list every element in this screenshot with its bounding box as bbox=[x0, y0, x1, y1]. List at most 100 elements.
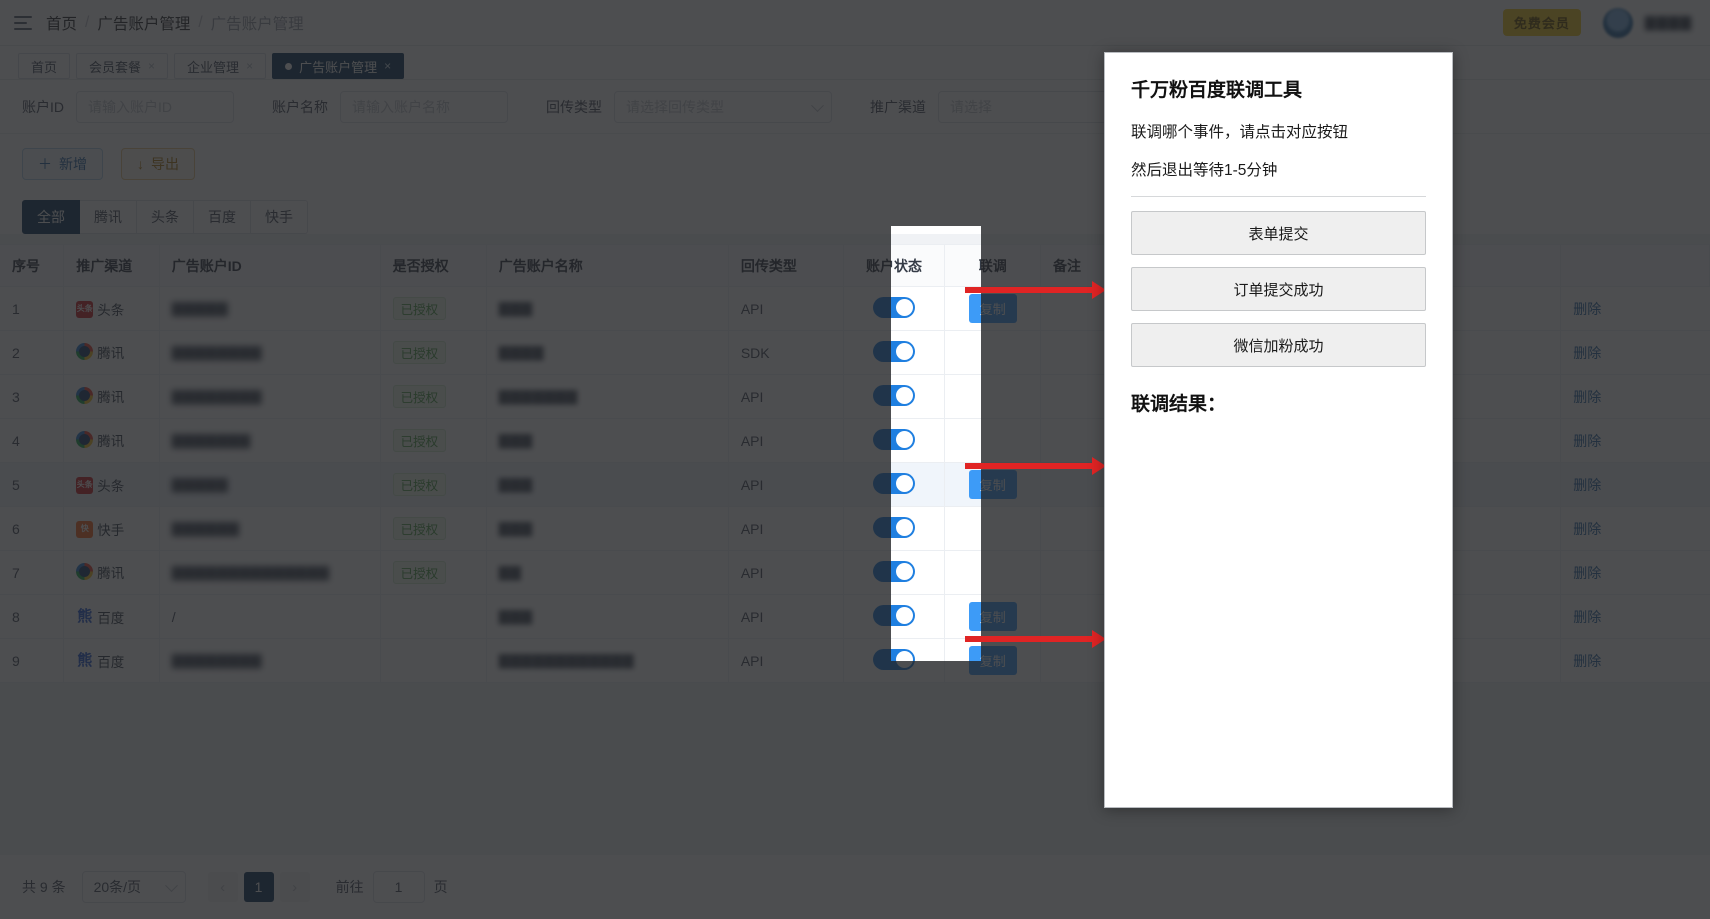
cell-operations: 删除 bbox=[1560, 330, 1710, 375]
cell-index: 2 bbox=[0, 330, 65, 375]
tencent-logo-icon bbox=[76, 563, 94, 581]
delete-link[interactable]: 删除 bbox=[1573, 300, 1602, 317]
cell-callback-type: API bbox=[728, 462, 844, 507]
filter-group-3: 推广渠道 请选择 bbox=[870, 90, 1128, 123]
status-badge-authorized: 已授权 bbox=[392, 517, 447, 540]
table-row[interactable]: 4 腾讯 ▇▇▇▇▇▇▇ 已授权 ▇▇▇ API 删除 bbox=[0, 418, 1710, 463]
cell-account-id: ▇▇▇▇▇▇▇▇ bbox=[159, 330, 381, 375]
cell-liantiao bbox=[944, 374, 1041, 419]
filter-placeholder: 请输入账户名称 bbox=[352, 98, 450, 115]
filter-select-2[interactable]: 请选择回传类型 bbox=[614, 90, 832, 123]
channel-tab-2[interactable]: 头条 bbox=[137, 200, 194, 234]
table-row[interactable]: 9 熊百度 ▇▇▇▇▇▇▇▇ ▇▇▇▇▇▇▇▇▇▇▇▇ API 复制 删除 bbox=[0, 638, 1710, 683]
channel-tab-0[interactable]: 全部 bbox=[22, 200, 80, 234]
channel-tab-3[interactable]: 百度 bbox=[194, 200, 251, 234]
table-row[interactable]: 7 腾讯 ▇▇▇▇▇▇▇▇▇▇▇▇▇▇ 已授权 ▇▇ API 删除 bbox=[0, 550, 1710, 595]
cell-channel: 腾讯 bbox=[63, 374, 160, 419]
cell-callback-type: API bbox=[728, 638, 844, 683]
cell-liantiao: 复制 bbox=[944, 638, 1041, 683]
account-status-toggle[interactable] bbox=[872, 516, 915, 538]
status-badge-authorized: 已授权 bbox=[392, 341, 447, 364]
channel-name: 头条 bbox=[97, 303, 125, 318]
page-tab-3[interactable]: 广告账户管理 × bbox=[272, 53, 405, 79]
copy-button[interactable]: 复制 bbox=[968, 602, 1017, 631]
delete-link[interactable]: 删除 bbox=[1573, 608, 1602, 625]
prev-page-button[interactable]: ‹ bbox=[207, 872, 238, 902]
tool-event-button-1[interactable]: 订单提交成功 bbox=[1131, 267, 1426, 311]
next-page-button[interactable]: › bbox=[279, 872, 310, 902]
filter-select-3[interactable]: 请选择 bbox=[938, 90, 1128, 123]
cell-channel: 快快手 bbox=[63, 506, 160, 551]
cell-index: 6 bbox=[0, 506, 65, 551]
user-menu[interactable]: ▇▇▇▇ bbox=[1602, 7, 1692, 38]
breadcrumb-item-0[interactable]: 首页 bbox=[46, 15, 78, 33]
menu-collapse-icon[interactable] bbox=[14, 15, 32, 30]
page-tab-0[interactable]: 首页 bbox=[18, 53, 71, 79]
cell-callback-type: API bbox=[728, 418, 844, 463]
close-icon[interactable]: × bbox=[384, 59, 392, 73]
table-header-stat: 账户状态 bbox=[843, 244, 946, 287]
table-header-row: 序号 推广渠道 广告账户ID 是否授权 广告账户名称 回传类型 账户状态 联调 备注 bbox=[0, 244, 1710, 287]
channel-tab-1[interactable]: 腾讯 bbox=[80, 200, 137, 234]
account-id-value: ▇▇▇▇▇▇ bbox=[171, 520, 240, 536]
account-status-toggle[interactable] bbox=[872, 472, 915, 494]
tencent-logo-icon bbox=[76, 343, 94, 361]
cell-liantiao: 复制 bbox=[944, 462, 1041, 507]
page-size-select[interactable]: 20条/页 bbox=[81, 871, 186, 903]
action-toolbar: ＋ 新增 ↓ 导出 bbox=[0, 134, 1710, 190]
table-row[interactable]: 1 头条 头条 ▇▇▇▇▇ 已授权 ▇▇▇ API 复制 删除 bbox=[0, 286, 1710, 331]
tool-panel-line-1: 联调哪个事件，请点击对应按钮 bbox=[1131, 124, 1349, 141]
vip-badge[interactable]: 免费会员 bbox=[1502, 9, 1581, 36]
account-status-toggle[interactable] bbox=[872, 560, 915, 582]
tool-event-button-2[interactable]: 微信加粉成功 bbox=[1131, 323, 1426, 367]
table-row[interactable]: 8 熊百度 / ▇▇▇ API 复制 删除 bbox=[0, 594, 1710, 639]
delete-link[interactable]: 删除 bbox=[1573, 476, 1602, 493]
channel-tab-4[interactable]: 快手 bbox=[251, 200, 308, 234]
close-icon[interactable]: × bbox=[148, 59, 156, 73]
filter-input-0[interactable]: 请输入账户ID bbox=[76, 90, 234, 123]
breadcrumb-item-1[interactable]: 广告账户管理 bbox=[97, 15, 191, 33]
account-id-value: ▇▇▇▇▇▇▇▇ bbox=[171, 344, 262, 360]
delete-link[interactable]: 删除 bbox=[1573, 388, 1602, 405]
add-button[interactable]: ＋ 新增 bbox=[22, 148, 103, 180]
account-status-toggle[interactable] bbox=[872, 340, 915, 362]
table-row[interactable]: 6 快快手 ▇▇▇▇▇▇ 已授权 ▇▇▇ API 删除 bbox=[0, 506, 1710, 551]
page-tab-1[interactable]: 会员套餐 × bbox=[76, 53, 169, 79]
account-status-toggle[interactable] bbox=[872, 648, 915, 670]
export-button[interactable]: ↓ 导出 bbox=[121, 148, 195, 180]
table-row[interactable]: 5 头条 头条 ▇▇▇▇▇ 已授权 ▇▇▇ API 复制 删除 bbox=[0, 462, 1710, 507]
channel-name: 腾讯 bbox=[97, 565, 125, 581]
account-status-toggle[interactable] bbox=[872, 604, 915, 626]
delete-link[interactable]: 删除 bbox=[1573, 432, 1602, 449]
table-header-type: 回传类型 bbox=[728, 244, 844, 287]
account-name-value: ▇▇▇▇ bbox=[498, 344, 544, 360]
delete-link[interactable]: 删除 bbox=[1573, 564, 1602, 581]
page-jump-label: 前往 bbox=[335, 879, 364, 895]
page-tab-2[interactable]: 企业管理 × bbox=[174, 53, 267, 79]
page-size-value: 20条/页 bbox=[93, 879, 142, 895]
cell-authorized: 已授权 bbox=[380, 550, 487, 595]
delete-link[interactable]: 删除 bbox=[1573, 652, 1602, 669]
table-row[interactable]: 2 腾讯 ▇▇▇▇▇▇▇▇ 已授权 ▇▇▇▇ SDK 删除 bbox=[0, 330, 1710, 375]
copy-button[interactable]: 复制 bbox=[968, 294, 1017, 323]
page-jump-input[interactable]: 1 bbox=[372, 871, 425, 903]
kuaishou-logo-icon: 快 bbox=[76, 520, 94, 538]
filter-input-1[interactable]: 请输入账户名称 bbox=[340, 90, 508, 123]
account-status-toggle[interactable] bbox=[872, 428, 915, 450]
delete-link[interactable]: 删除 bbox=[1573, 520, 1602, 537]
close-icon[interactable]: × bbox=[246, 59, 254, 73]
table-row[interactable]: 3 腾讯 ▇▇▇▇▇▇▇▇ 已授权 ▇▇▇▇▇▇▇ API 删除 bbox=[0, 374, 1710, 419]
table-header-lt: 联调 bbox=[944, 244, 1041, 287]
account-status-toggle[interactable] bbox=[872, 296, 915, 318]
cell-operations: 删除 bbox=[1560, 374, 1710, 419]
filter-bar: 账户ID 请输入账户ID 账户名称 请输入账户名称 回传类型 请选择回传类型 推广渠道 请选择… bbox=[0, 80, 1710, 134]
account-status-toggle[interactable] bbox=[872, 384, 915, 406]
copy-button[interactable]: 复制 bbox=[968, 470, 1017, 499]
copy-button[interactable]: 复制 bbox=[968, 646, 1017, 675]
cell-index: 3 bbox=[0, 374, 65, 419]
tool-event-button-0[interactable]: 表单提交 bbox=[1131, 211, 1426, 255]
page-number-1[interactable]: 1 bbox=[243, 872, 274, 902]
delete-link[interactable]: 删除 bbox=[1573, 344, 1602, 361]
cell-account-id: ▇▇▇▇▇ bbox=[159, 462, 381, 507]
